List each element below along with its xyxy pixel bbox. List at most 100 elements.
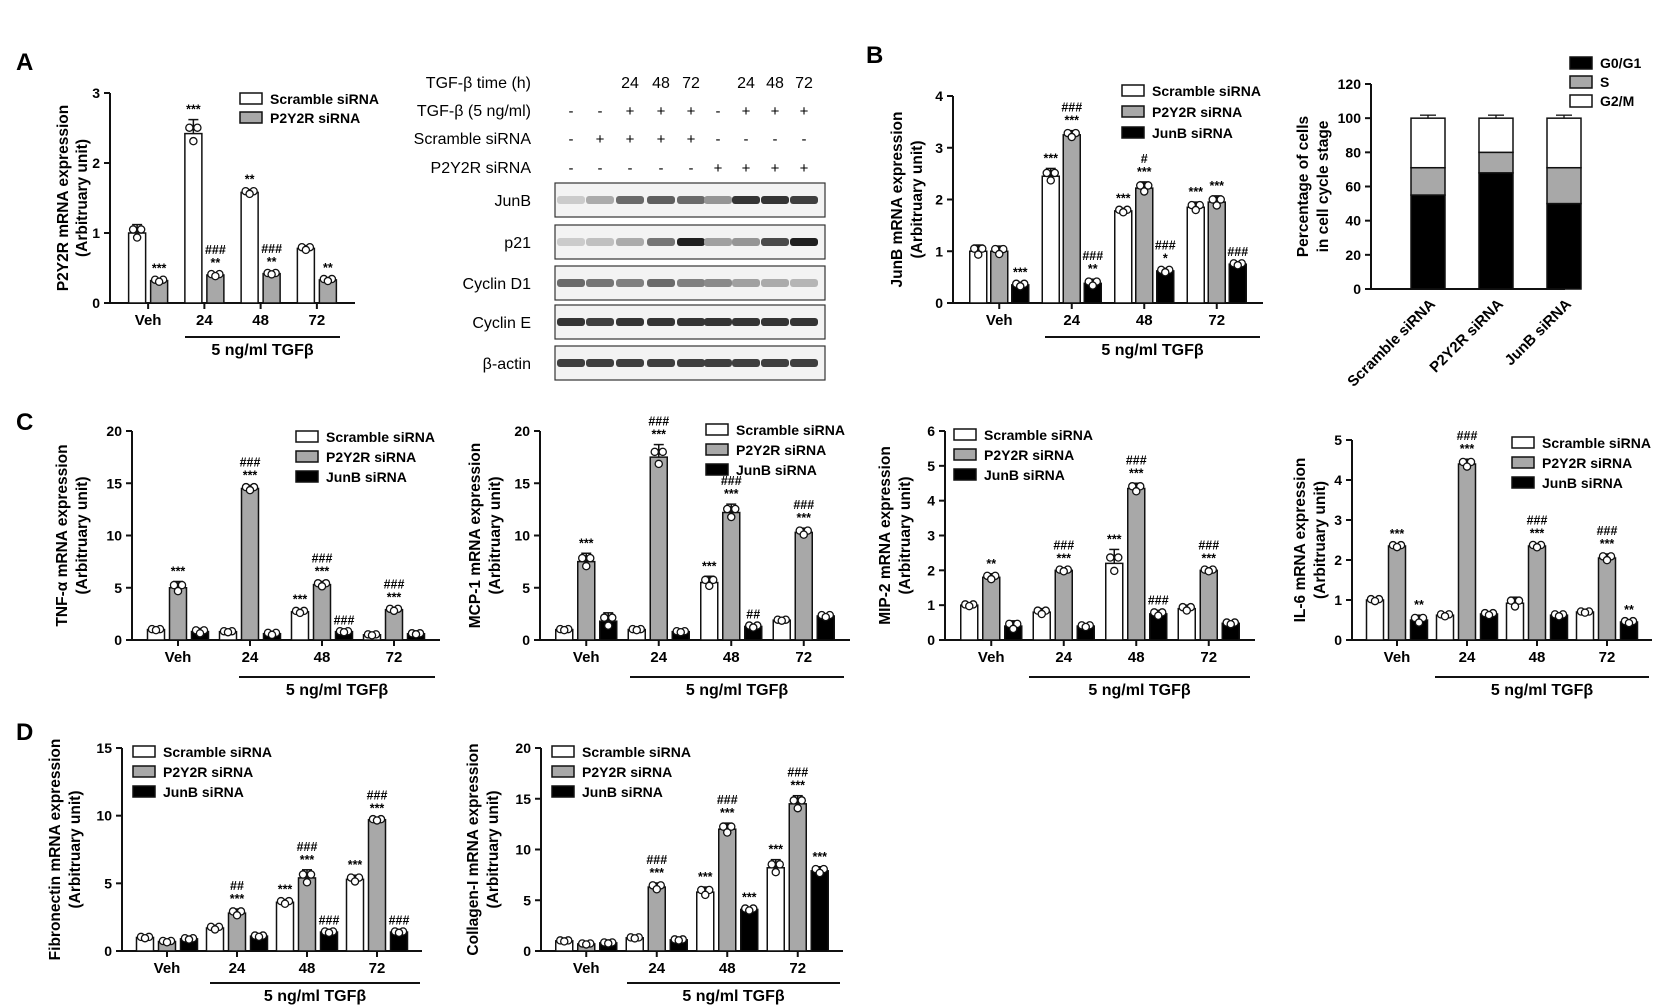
significance-label: ### bbox=[1126, 453, 1147, 467]
replicate-point bbox=[793, 803, 803, 813]
blot-band-label: JunB bbox=[495, 193, 531, 210]
significance-label: ### bbox=[793, 498, 814, 512]
significance-label: *** bbox=[278, 883, 293, 897]
significance-label: *** bbox=[1460, 442, 1475, 456]
significance-label: *** bbox=[1129, 466, 1144, 480]
bar bbox=[240, 487, 260, 641]
blot-band bbox=[761, 196, 789, 204]
replicate-point bbox=[411, 630, 421, 639]
replicate-point bbox=[650, 447, 660, 457]
significance-label: ** bbox=[267, 255, 277, 269]
blot-band bbox=[616, 318, 644, 326]
y-tick-label: 20 bbox=[106, 423, 122, 439]
western-blot-panel: TGF-β time (h) 24 48 72 24 48 72 TGF-β (5 ng/ml… bbox=[414, 75, 826, 381]
legend-label: S bbox=[1600, 74, 1609, 90]
significance-label: ## bbox=[230, 879, 244, 893]
y-tick-label: 0 bbox=[104, 943, 112, 959]
legend-label: P2Y2R siRNA bbox=[270, 110, 360, 126]
panel-letter-b: B bbox=[866, 42, 883, 69]
bar bbox=[647, 886, 666, 952]
legend-label: JunB siRNA bbox=[163, 784, 244, 800]
replicate-point bbox=[185, 123, 194, 132]
blot-band bbox=[761, 238, 789, 246]
replicate-point bbox=[1514, 596, 1524, 605]
significance-label: *** bbox=[293, 593, 308, 607]
bar bbox=[696, 891, 715, 952]
replicate-point bbox=[652, 884, 662, 894]
blot-band bbox=[790, 318, 818, 326]
blot-band bbox=[761, 279, 789, 287]
blot-band-label: p21 bbox=[504, 235, 531, 252]
legend-label: P2Y2R siRNA bbox=[736, 442, 826, 458]
legend-label: P2Y2R siRNA bbox=[984, 447, 1074, 463]
blot-condition-label: Scramble siRNA bbox=[414, 131, 532, 148]
replicate-point bbox=[701, 575, 710, 585]
significance-label: ### bbox=[367, 788, 388, 802]
y-tick-label: 3 bbox=[927, 528, 935, 544]
category-label: Veh bbox=[165, 649, 192, 666]
legend-label: JunB siRNA bbox=[1542, 475, 1623, 491]
bar bbox=[982, 576, 1001, 641]
significance-label: ### bbox=[205, 243, 226, 257]
blot-band bbox=[732, 279, 760, 287]
significance-label: ### bbox=[384, 578, 405, 592]
y-tick-label: 80 bbox=[1345, 144, 1361, 160]
replicate-point bbox=[317, 582, 327, 591]
replicate-point bbox=[1212, 201, 1222, 210]
panel-letter-d: D bbox=[16, 719, 33, 746]
legend-swatch bbox=[295, 450, 319, 463]
replicate-point bbox=[1208, 195, 1218, 204]
replicate-point bbox=[1532, 543, 1542, 552]
blot-band bbox=[586, 359, 614, 367]
significance-label: *** bbox=[796, 511, 811, 525]
cell-cycle-chart: 0 20 40 60 80 100 120 Percentage of cells in cel… bbox=[1295, 55, 1641, 390]
legend-swatch bbox=[1511, 476, 1535, 489]
treatment-label: 5 ng/ml TGFβ bbox=[286, 682, 388, 699]
replicate-point bbox=[267, 630, 277, 640]
y-tick-label: 1 bbox=[935, 243, 943, 259]
legend-label: Scramble siRNA bbox=[270, 91, 379, 107]
stack-segment bbox=[1478, 151, 1514, 174]
blot-time-value: 48 bbox=[652, 75, 670, 92]
replicate-point bbox=[749, 623, 758, 632]
significance-label: ### bbox=[1148, 593, 1169, 607]
blot-band bbox=[704, 318, 732, 326]
legend-label: P2Y2R siRNA bbox=[1152, 104, 1242, 120]
treatment-label: 5 ng/ml TGFβ bbox=[686, 682, 788, 699]
significance-label: *** bbox=[1209, 179, 1224, 193]
replicate-point bbox=[324, 928, 334, 938]
bar bbox=[312, 583, 332, 641]
bar bbox=[1199, 569, 1218, 641]
significance-label: ### bbox=[1457, 429, 1478, 443]
significance-label: *** bbox=[370, 801, 385, 815]
significance-label: ### bbox=[648, 415, 669, 429]
replicate-point bbox=[254, 932, 264, 942]
legend-swatch bbox=[1121, 105, 1145, 118]
replicate-point bbox=[974, 250, 983, 259]
treatment-label: 5 ng/ml TGFβ bbox=[1491, 682, 1593, 699]
significance-label: *** bbox=[1064, 114, 1079, 128]
y-axis-label: (Arbitruary unit) bbox=[485, 791, 502, 909]
replicate-point bbox=[578, 553, 587, 563]
category-label: 24 bbox=[650, 649, 667, 666]
legend-swatch bbox=[1569, 94, 1593, 108]
legend-label: JunB siRNA bbox=[326, 469, 407, 485]
replicate-point bbox=[1050, 168, 1060, 178]
legend-swatch bbox=[1511, 436, 1535, 449]
legend-swatch bbox=[1121, 126, 1145, 139]
y-axis-label: TNF-α mRNA expression bbox=[54, 444, 71, 626]
stack-segment bbox=[1546, 202, 1582, 290]
category-label: Veh bbox=[1384, 649, 1411, 666]
significance-label: *** bbox=[1043, 151, 1058, 165]
y-tick-label: 6 bbox=[927, 423, 935, 439]
legend-swatch bbox=[1511, 456, 1535, 469]
y-axis-label: (Arbitruary unit) bbox=[487, 477, 504, 595]
replicate-point bbox=[676, 627, 686, 637]
replicate-point bbox=[1037, 609, 1047, 619]
replicate-point bbox=[560, 937, 569, 946]
replicate-point bbox=[1204, 567, 1214, 576]
bar bbox=[1127, 487, 1146, 641]
tnf-alpha-chart: 0 5 10 15 20 TNF-α mRNA expression (Arbitruary… bbox=[54, 423, 440, 699]
replicate-point bbox=[701, 890, 710, 900]
blot-condition-sign: + bbox=[626, 103, 635, 120]
